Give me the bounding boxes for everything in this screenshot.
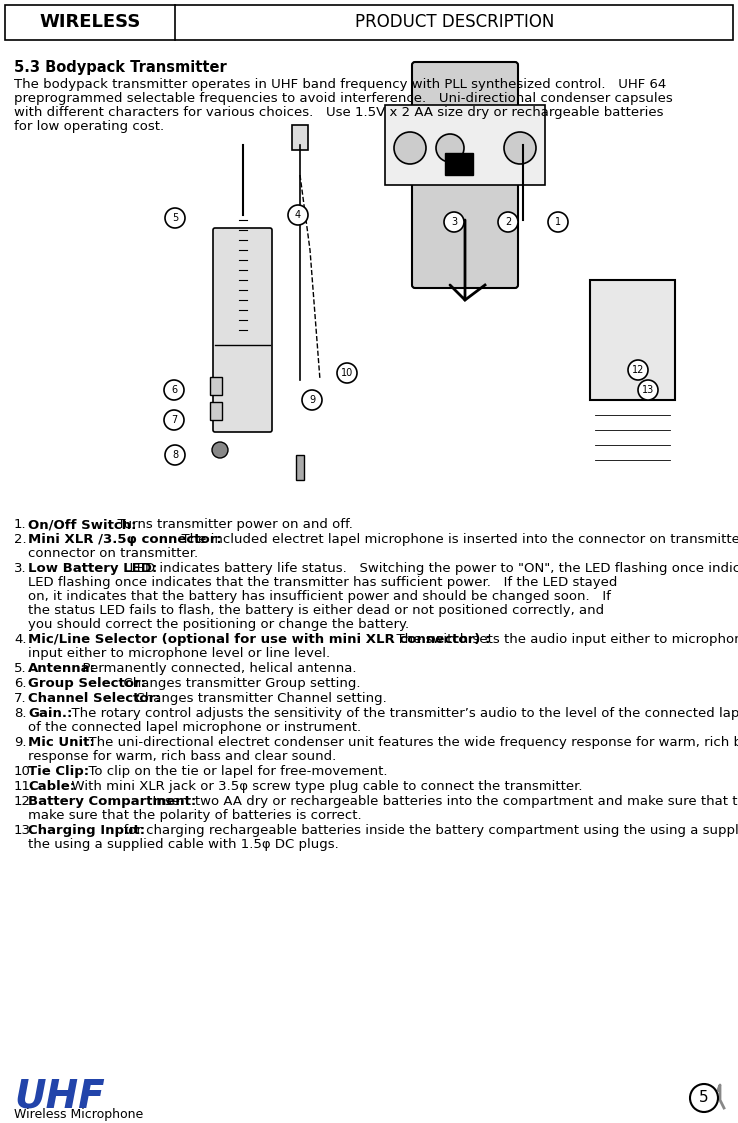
- Text: The uni-directional electret condenser unit features the wide frequency response: The uni-directional electret condenser u…: [80, 736, 738, 749]
- Text: Tie Clip:: Tie Clip:: [28, 765, 89, 778]
- Text: 12: 12: [632, 365, 644, 375]
- Circle shape: [164, 380, 184, 400]
- Text: The rotary control adjusts the sensitivity of the transmitter’s audio to the lev: The rotary control adjusts the sensitivi…: [63, 707, 738, 720]
- Text: 10.: 10.: [14, 765, 35, 778]
- Text: Turns transmitter power on and off.: Turns transmitter power on and off.: [109, 518, 353, 531]
- Text: for low operating cost.: for low operating cost.: [14, 120, 164, 133]
- Circle shape: [394, 133, 426, 164]
- Text: With mini XLR jack or 3.5φ screw type plug cable to connect the transmitter.: With mini XLR jack or 3.5φ screw type pl…: [63, 780, 582, 793]
- Text: 5.: 5.: [14, 661, 27, 675]
- Text: preprogrammed selectable frequencies to avoid interference.   Uni-directional co: preprogrammed selectable frequencies to …: [14, 92, 673, 104]
- Text: Permanently connected, helical antenna.: Permanently connected, helical antenna.: [75, 661, 357, 675]
- Text: 12.: 12.: [14, 795, 35, 809]
- Circle shape: [288, 206, 308, 225]
- Circle shape: [436, 134, 464, 162]
- Text: you should correct the positioning or change the battery.: you should correct the positioning or ch…: [28, 618, 409, 631]
- Text: Mic/Line Selector (optional for use with mini XLR connector) :: Mic/Line Selector (optional for use with…: [28, 633, 490, 646]
- Text: Channel Selector:: Channel Selector:: [28, 692, 161, 705]
- Text: The included electret lapel microphone is inserted into the connector on transmi: The included electret lapel microphone i…: [173, 533, 738, 546]
- Text: make sure that the polarity of batteries is correct.: make sure that the polarity of batteries…: [28, 809, 362, 822]
- Text: 3: 3: [451, 217, 457, 227]
- Text: Insert two AA dry or rechargeable batteries into the compartment and make sure t: Insert two AA dry or rechargeable batter…: [144, 795, 738, 809]
- Text: 8.: 8.: [14, 707, 27, 720]
- Circle shape: [504, 133, 536, 164]
- Text: 11.: 11.: [14, 780, 35, 793]
- Text: the using a supplied cable with 1.5φ DC plugs.: the using a supplied cable with 1.5φ DC …: [28, 838, 339, 851]
- Text: LED indicates battery life status.   Switching the power to "ON", the LED flashi: LED indicates battery life status. Switc…: [121, 562, 738, 575]
- Bar: [590, 280, 675, 400]
- Text: Group Selector:: Group Selector:: [28, 677, 146, 690]
- Circle shape: [638, 380, 658, 400]
- Circle shape: [337, 363, 357, 383]
- Bar: [210, 402, 222, 420]
- Text: with different characters for various choices.   Use 1.5V x 2 AA size dry or rec: with different characters for various ch…: [14, 106, 663, 119]
- Circle shape: [165, 208, 185, 228]
- Text: connector on transmitter.: connector on transmitter.: [28, 547, 198, 560]
- Text: PRODUCT DESCRIPTION: PRODUCT DESCRIPTION: [355, 13, 555, 31]
- Text: Wireless Microphone: Wireless Microphone: [14, 1108, 143, 1121]
- Text: 2.: 2.: [14, 533, 27, 546]
- Text: Mini XLR /3.5φ connector:: Mini XLR /3.5φ connector:: [28, 533, 221, 546]
- Circle shape: [444, 212, 464, 232]
- Text: input either to microphone level or line level.: input either to microphone level or line…: [28, 647, 330, 660]
- FancyBboxPatch shape: [412, 62, 518, 287]
- Circle shape: [498, 212, 518, 232]
- Text: 5.3 Bodypack Transmitter: 5.3 Bodypack Transmitter: [14, 60, 227, 75]
- Text: 5: 5: [699, 1090, 708, 1105]
- Text: Changes transmitter Group setting.: Changes transmitter Group setting.: [115, 677, 360, 690]
- Text: To clip on the tie or lapel for free-movement.: To clip on the tie or lapel for free-mov…: [80, 765, 387, 778]
- Text: 5: 5: [172, 213, 178, 223]
- Text: 1: 1: [555, 217, 561, 227]
- Bar: [385, 104, 545, 185]
- Bar: [296, 455, 304, 480]
- FancyBboxPatch shape: [213, 228, 272, 432]
- Text: Low Battery LED:: Low Battery LED:: [28, 562, 157, 575]
- Text: WIRELESS: WIRELESS: [39, 13, 141, 31]
- Text: 4.: 4.: [14, 633, 27, 646]
- Text: 6: 6: [171, 385, 177, 395]
- Text: 3.: 3.: [14, 562, 27, 575]
- Circle shape: [212, 442, 228, 458]
- Bar: [292, 125, 308, 150]
- Text: of the connected lapel microphone or instrument.: of the connected lapel microphone or ins…: [28, 721, 361, 734]
- Text: 2: 2: [505, 217, 511, 227]
- Circle shape: [165, 445, 185, 465]
- Text: The bodypack transmitter operates in UHF band frequency with PLL synthesized con: The bodypack transmitter operates in UHF…: [14, 77, 666, 91]
- Circle shape: [628, 360, 648, 380]
- Circle shape: [690, 1084, 718, 1112]
- Text: Mic Unit:: Mic Unit:: [28, 736, 94, 749]
- Text: Cable:: Cable:: [28, 780, 75, 793]
- Text: 7.: 7.: [14, 692, 27, 705]
- Circle shape: [164, 410, 184, 430]
- Circle shape: [548, 212, 568, 232]
- Text: Gain.:: Gain.:: [28, 707, 72, 720]
- Text: Changes transmitter Channel setting.: Changes transmitter Channel setting.: [127, 692, 387, 705]
- Text: The switch sets the audio input either to microphone level or line level.: The switch sets the audio input either t…: [387, 633, 738, 646]
- Text: 7: 7: [171, 416, 177, 424]
- Text: LED flashing once indicates that the transmitter has sufficient power.   If the : LED flashing once indicates that the tra…: [28, 576, 618, 588]
- Text: on, it indicates that the battery has insufficient power and should be changed s: on, it indicates that the battery has in…: [28, 590, 611, 603]
- Text: 13.: 13.: [14, 824, 35, 837]
- Text: 6.: 6.: [14, 677, 27, 690]
- Circle shape: [302, 390, 322, 410]
- Text: 4: 4: [295, 210, 301, 220]
- Text: 9.: 9.: [14, 736, 27, 749]
- Text: the status LED fails to flash, the battery is either dead or not positioned corr: the status LED fails to flash, the batte…: [28, 604, 604, 617]
- Text: Battery Compartment:: Battery Compartment:: [28, 795, 196, 809]
- Text: 1.: 1.: [14, 518, 27, 531]
- Text: 13: 13: [642, 385, 654, 395]
- Text: response for warm, rich bass and clear sound.: response for warm, rich bass and clear s…: [28, 750, 337, 763]
- Text: for charging rechargeable batteries inside the battery compartment using the usi: for charging rechargeable batteries insi…: [115, 824, 738, 837]
- Text: 10: 10: [341, 368, 353, 378]
- Bar: [445, 153, 473, 175]
- Text: 8: 8: [172, 450, 178, 460]
- Bar: [210, 377, 222, 395]
- Text: UHF: UHF: [14, 1078, 105, 1116]
- Text: Antenna:: Antenna:: [28, 661, 96, 675]
- Text: 9: 9: [309, 395, 315, 405]
- Text: On/Off Switch:: On/Off Switch:: [28, 518, 137, 531]
- Text: Charging Input:: Charging Input:: [28, 824, 145, 837]
- Bar: [5, 4, 733, 40]
